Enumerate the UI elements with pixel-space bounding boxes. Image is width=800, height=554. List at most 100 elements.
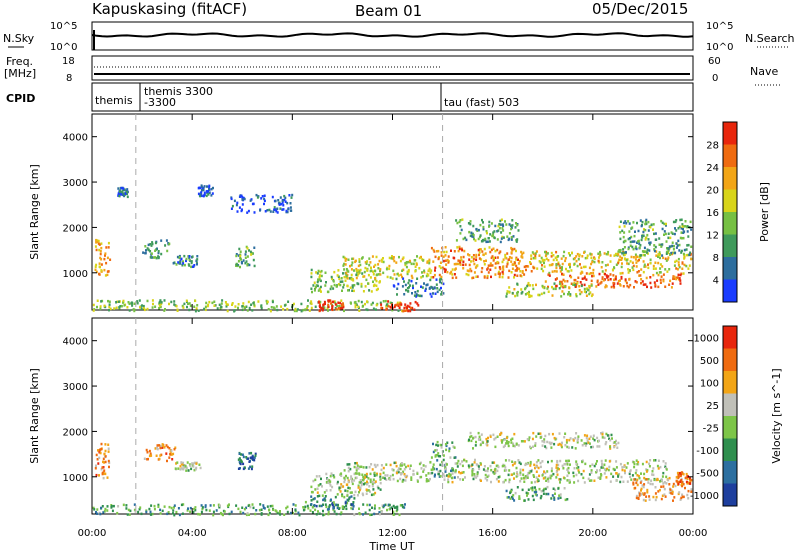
heat-cell [373, 471, 376, 475]
heat-cell [556, 459, 559, 463]
heat-cell [544, 250, 546, 254]
heat-cell [460, 258, 463, 262]
heat-cell [650, 479, 653, 482]
heat-cell [661, 479, 663, 482]
heat-cell [370, 266, 372, 269]
heat-cell [512, 235, 515, 238]
heat-cell [260, 306, 263, 310]
heat-cell [199, 513, 201, 516]
heat-cell [433, 250, 436, 253]
heat-cell [100, 442, 103, 446]
heat-cell [335, 512, 338, 516]
heat-cell [653, 248, 656, 251]
heat-cell [375, 303, 378, 307]
heat-cell [641, 220, 644, 224]
heat-cell [417, 304, 420, 307]
heat-cell [128, 309, 131, 312]
heat-cell [689, 252, 692, 256]
heat-cell [282, 204, 285, 207]
heat-cell [481, 250, 484, 253]
heat-cell [240, 258, 242, 261]
heat-cell [622, 285, 625, 288]
heat-cell [392, 477, 395, 481]
heat-cell [370, 303, 373, 306]
heat-cell [98, 248, 101, 252]
heat-cell [567, 470, 570, 473]
heat-cell [237, 260, 240, 263]
heat-cell [320, 477, 322, 481]
heat-cell [456, 246, 459, 249]
heat-cell [235, 254, 238, 258]
heat-cell [565, 441, 568, 444]
heat-cell [619, 462, 622, 466]
heat-cell [370, 463, 373, 466]
heat-cell [315, 271, 318, 274]
heat-cell [209, 504, 212, 507]
heat-cell [344, 478, 346, 481]
heat-cell [642, 270, 645, 274]
heat-cell [302, 506, 305, 509]
heat-cell [512, 444, 515, 448]
heat-cell [334, 303, 337, 306]
heat-cell [444, 246, 447, 249]
heat-cell [453, 476, 456, 479]
heat-cell [532, 474, 535, 477]
heat-cell [325, 281, 327, 284]
heat-cell [489, 264, 492, 267]
heat-cell [508, 269, 511, 273]
heat-cell [366, 300, 368, 303]
heat-cell [567, 252, 570, 255]
heat-cell [397, 468, 400, 472]
heat-cell [640, 487, 643, 491]
heat-cell [357, 484, 360, 487]
heat-cell [579, 263, 581, 266]
heat-cell [674, 227, 676, 230]
heat-cell [615, 263, 618, 266]
heat-cell [682, 473, 685, 476]
heat-cell [101, 466, 104, 469]
heat-cell [434, 266, 437, 269]
heat-cell [481, 238, 484, 242]
power-heatmap [92, 114, 693, 313]
heat-cell [557, 497, 560, 500]
heat-cell [436, 250, 438, 253]
heat-cell [99, 256, 102, 260]
heat-cell [682, 252, 685, 256]
heat-cell [621, 229, 624, 233]
heat-cell [310, 485, 313, 489]
heat-cell [368, 503, 371, 507]
colorbar-frame [722, 325, 738, 507]
heat-cell [451, 472, 454, 475]
heat-cell [513, 499, 516, 502]
heat-cell [498, 223, 501, 226]
heat-cell [195, 462, 198, 465]
heat-cell [406, 306, 408, 310]
heat-cell [411, 284, 414, 288]
heat-cell [231, 303, 233, 306]
heat-cell [340, 483, 343, 486]
heat-cell [158, 444, 161, 447]
heat-cell [497, 480, 500, 483]
heat-cell [382, 257, 384, 260]
heat-cell [586, 434, 589, 437]
heat-cell [449, 473, 452, 477]
heat-cell [604, 264, 607, 267]
heat-cell [661, 227, 664, 231]
heat-cell [489, 233, 492, 236]
cpid-label: CPID [6, 92, 35, 105]
heat-cell [393, 506, 396, 509]
heat-cell [602, 279, 605, 282]
heat-cell [494, 224, 497, 228]
heat-cell [183, 465, 186, 469]
heat-cell [538, 487, 541, 491]
heat-cell [122, 299, 125, 303]
heat-cell [409, 306, 412, 310]
heat-cell [149, 243, 152, 246]
heat-cell [310, 302, 313, 306]
heat-cell [336, 482, 339, 485]
heat-cell [654, 267, 657, 270]
heat-cell [248, 306, 251, 310]
heat-cell [92, 506, 95, 510]
heat-cell [160, 252, 163, 256]
heat-cell [460, 256, 463, 259]
